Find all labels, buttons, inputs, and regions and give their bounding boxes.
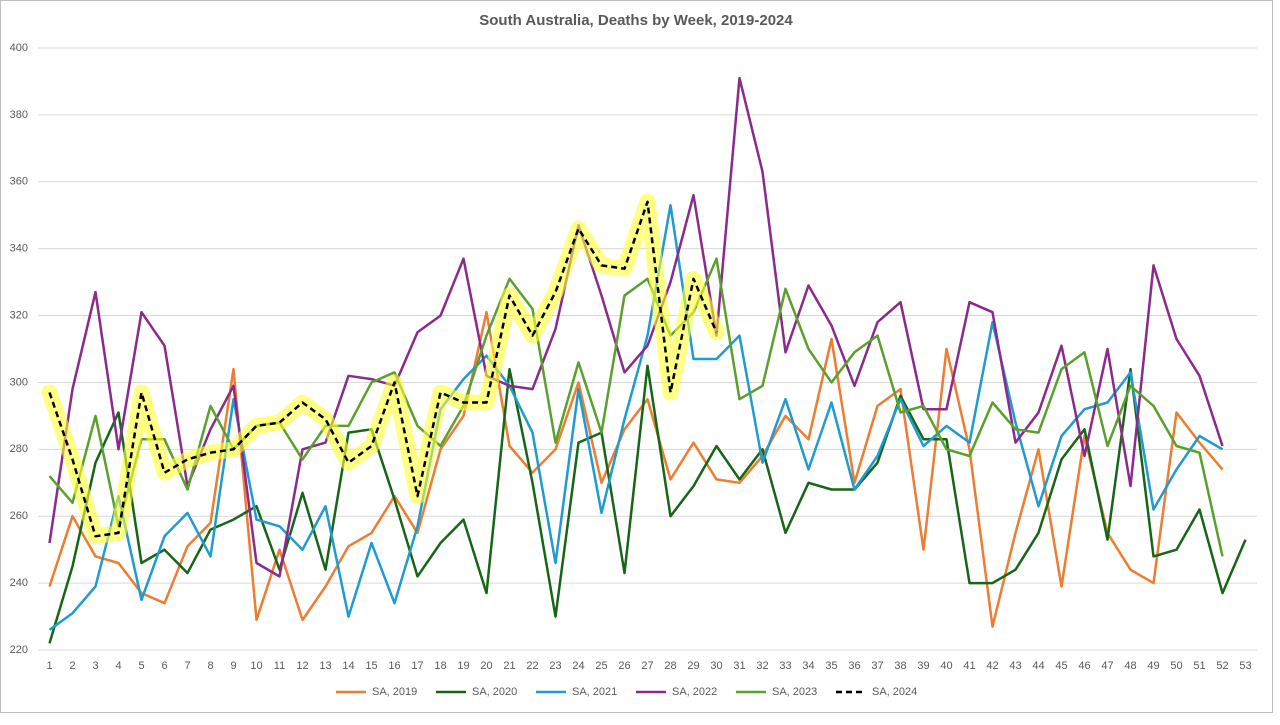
- x-tick-label: 32: [756, 660, 768, 672]
- chart-frame: [0, 0, 1273, 713]
- y-tick-label: 300: [10, 376, 28, 388]
- x-tick-label: 46: [1078, 660, 1090, 672]
- y-tick-label: 260: [10, 510, 28, 522]
- x-tick-label: 41: [963, 660, 975, 672]
- x-tick-label: 17: [411, 660, 423, 672]
- x-tick-label: 24: [572, 660, 584, 672]
- x-tick-label: 47: [1101, 660, 1113, 672]
- series-line: [48, 200, 718, 538]
- x-tick-label: 34: [802, 660, 814, 672]
- x-tick-label: 42: [986, 660, 998, 672]
- series-line: [48, 310, 1224, 628]
- y-tick-label: 400: [10, 42, 28, 54]
- x-tick-label: 28: [664, 660, 676, 672]
- x-tick-label: 10: [250, 660, 262, 672]
- x-tick-label: 51: [1193, 660, 1205, 672]
- x-tick-label: 1: [46, 660, 52, 672]
- legend-label: SA, 2020: [472, 686, 517, 698]
- x-tick-label: 9: [230, 660, 236, 672]
- x-tick-label: 39: [917, 660, 929, 672]
- x-tick-label: 50: [1170, 660, 1182, 672]
- x-tick-label: 4: [115, 660, 121, 672]
- x-tick-label: 7: [184, 660, 190, 672]
- x-tick-label: 45: [1055, 660, 1067, 672]
- x-tick-label: 35: [825, 660, 837, 672]
- x-tick-label: 40: [940, 660, 952, 672]
- series-line: [48, 203, 1224, 631]
- x-tick-label: 44: [1032, 660, 1044, 672]
- y-tick-label: 380: [10, 109, 28, 121]
- y-tick-label: 240: [10, 577, 28, 589]
- x-tick-label: 3: [92, 660, 98, 672]
- x-tick-label: 14: [342, 660, 354, 672]
- legend-label: SA, 2022: [672, 686, 717, 698]
- y-tick-label: 220: [10, 644, 28, 656]
- x-tick-label: 26: [618, 660, 630, 672]
- y-tick-label: 360: [10, 176, 28, 188]
- x-tick-label: 49: [1147, 660, 1159, 672]
- x-tick-label: 8: [207, 660, 213, 672]
- x-tick-label: 30: [710, 660, 722, 672]
- y-tick-label: 340: [10, 243, 28, 255]
- x-tick-label: 20: [480, 660, 492, 672]
- x-tick-label: 6: [161, 660, 167, 672]
- x-tick-label: 21: [503, 660, 515, 672]
- x-tick-label: 11: [274, 660, 285, 672]
- x-tick-label: 37: [871, 660, 883, 672]
- x-tick-label: 53: [1239, 660, 1251, 672]
- x-tick-label: 15: [365, 660, 377, 672]
- x-tick-label: 18: [434, 660, 446, 672]
- x-tick-label: 33: [779, 660, 791, 672]
- x-tick-label: 2: [69, 660, 75, 672]
- x-tick-label: 25: [595, 660, 607, 672]
- x-tick-label: 29: [687, 660, 699, 672]
- x-tick-label: 36: [848, 660, 860, 672]
- x-tick-label: 16: [388, 660, 400, 672]
- legend-label: SA, 2024: [872, 686, 917, 698]
- x-tick-label: 31: [733, 660, 745, 672]
- y-tick-label: 280: [10, 443, 28, 455]
- x-tick-label: 13: [319, 660, 331, 672]
- x-tick-label: 19: [457, 660, 469, 672]
- y-tick-label: 320: [10, 309, 28, 321]
- series-line: [48, 76, 1224, 578]
- legend-label: SA, 2019: [372, 686, 417, 698]
- x-tick-label: 27: [641, 660, 653, 672]
- legend-label: SA, 2023: [772, 686, 817, 698]
- x-tick-label: 22: [526, 660, 538, 672]
- x-tick-label: 38: [894, 660, 906, 672]
- chart-title: South Australia, Deaths by Week, 2019-20…: [479, 12, 793, 29]
- x-tick-label: 43: [1009, 660, 1021, 672]
- x-tick-label: 52: [1216, 660, 1228, 672]
- x-tick-label: 23: [549, 660, 561, 672]
- x-tick-label: 5: [138, 660, 144, 672]
- x-tick-label: 12: [296, 660, 308, 672]
- legend-label: SA, 2021: [572, 686, 617, 698]
- x-tick-label: 48: [1124, 660, 1136, 672]
